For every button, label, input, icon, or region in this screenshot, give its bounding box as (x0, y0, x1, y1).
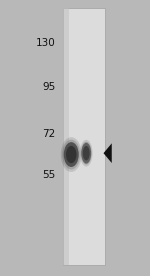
Ellipse shape (81, 143, 91, 163)
Bar (63, 8, 69, 265)
Text: 55: 55 (42, 170, 56, 180)
Ellipse shape (61, 137, 82, 172)
Ellipse shape (81, 142, 92, 164)
Ellipse shape (64, 142, 79, 167)
Ellipse shape (66, 146, 76, 163)
Ellipse shape (83, 146, 90, 160)
Polygon shape (103, 143, 112, 163)
Ellipse shape (62, 140, 80, 169)
Text: 72: 72 (42, 129, 56, 139)
Bar (63, 8, 105, 265)
Text: 130: 130 (36, 38, 56, 48)
Ellipse shape (80, 140, 93, 167)
Text: 95: 95 (42, 82, 56, 92)
